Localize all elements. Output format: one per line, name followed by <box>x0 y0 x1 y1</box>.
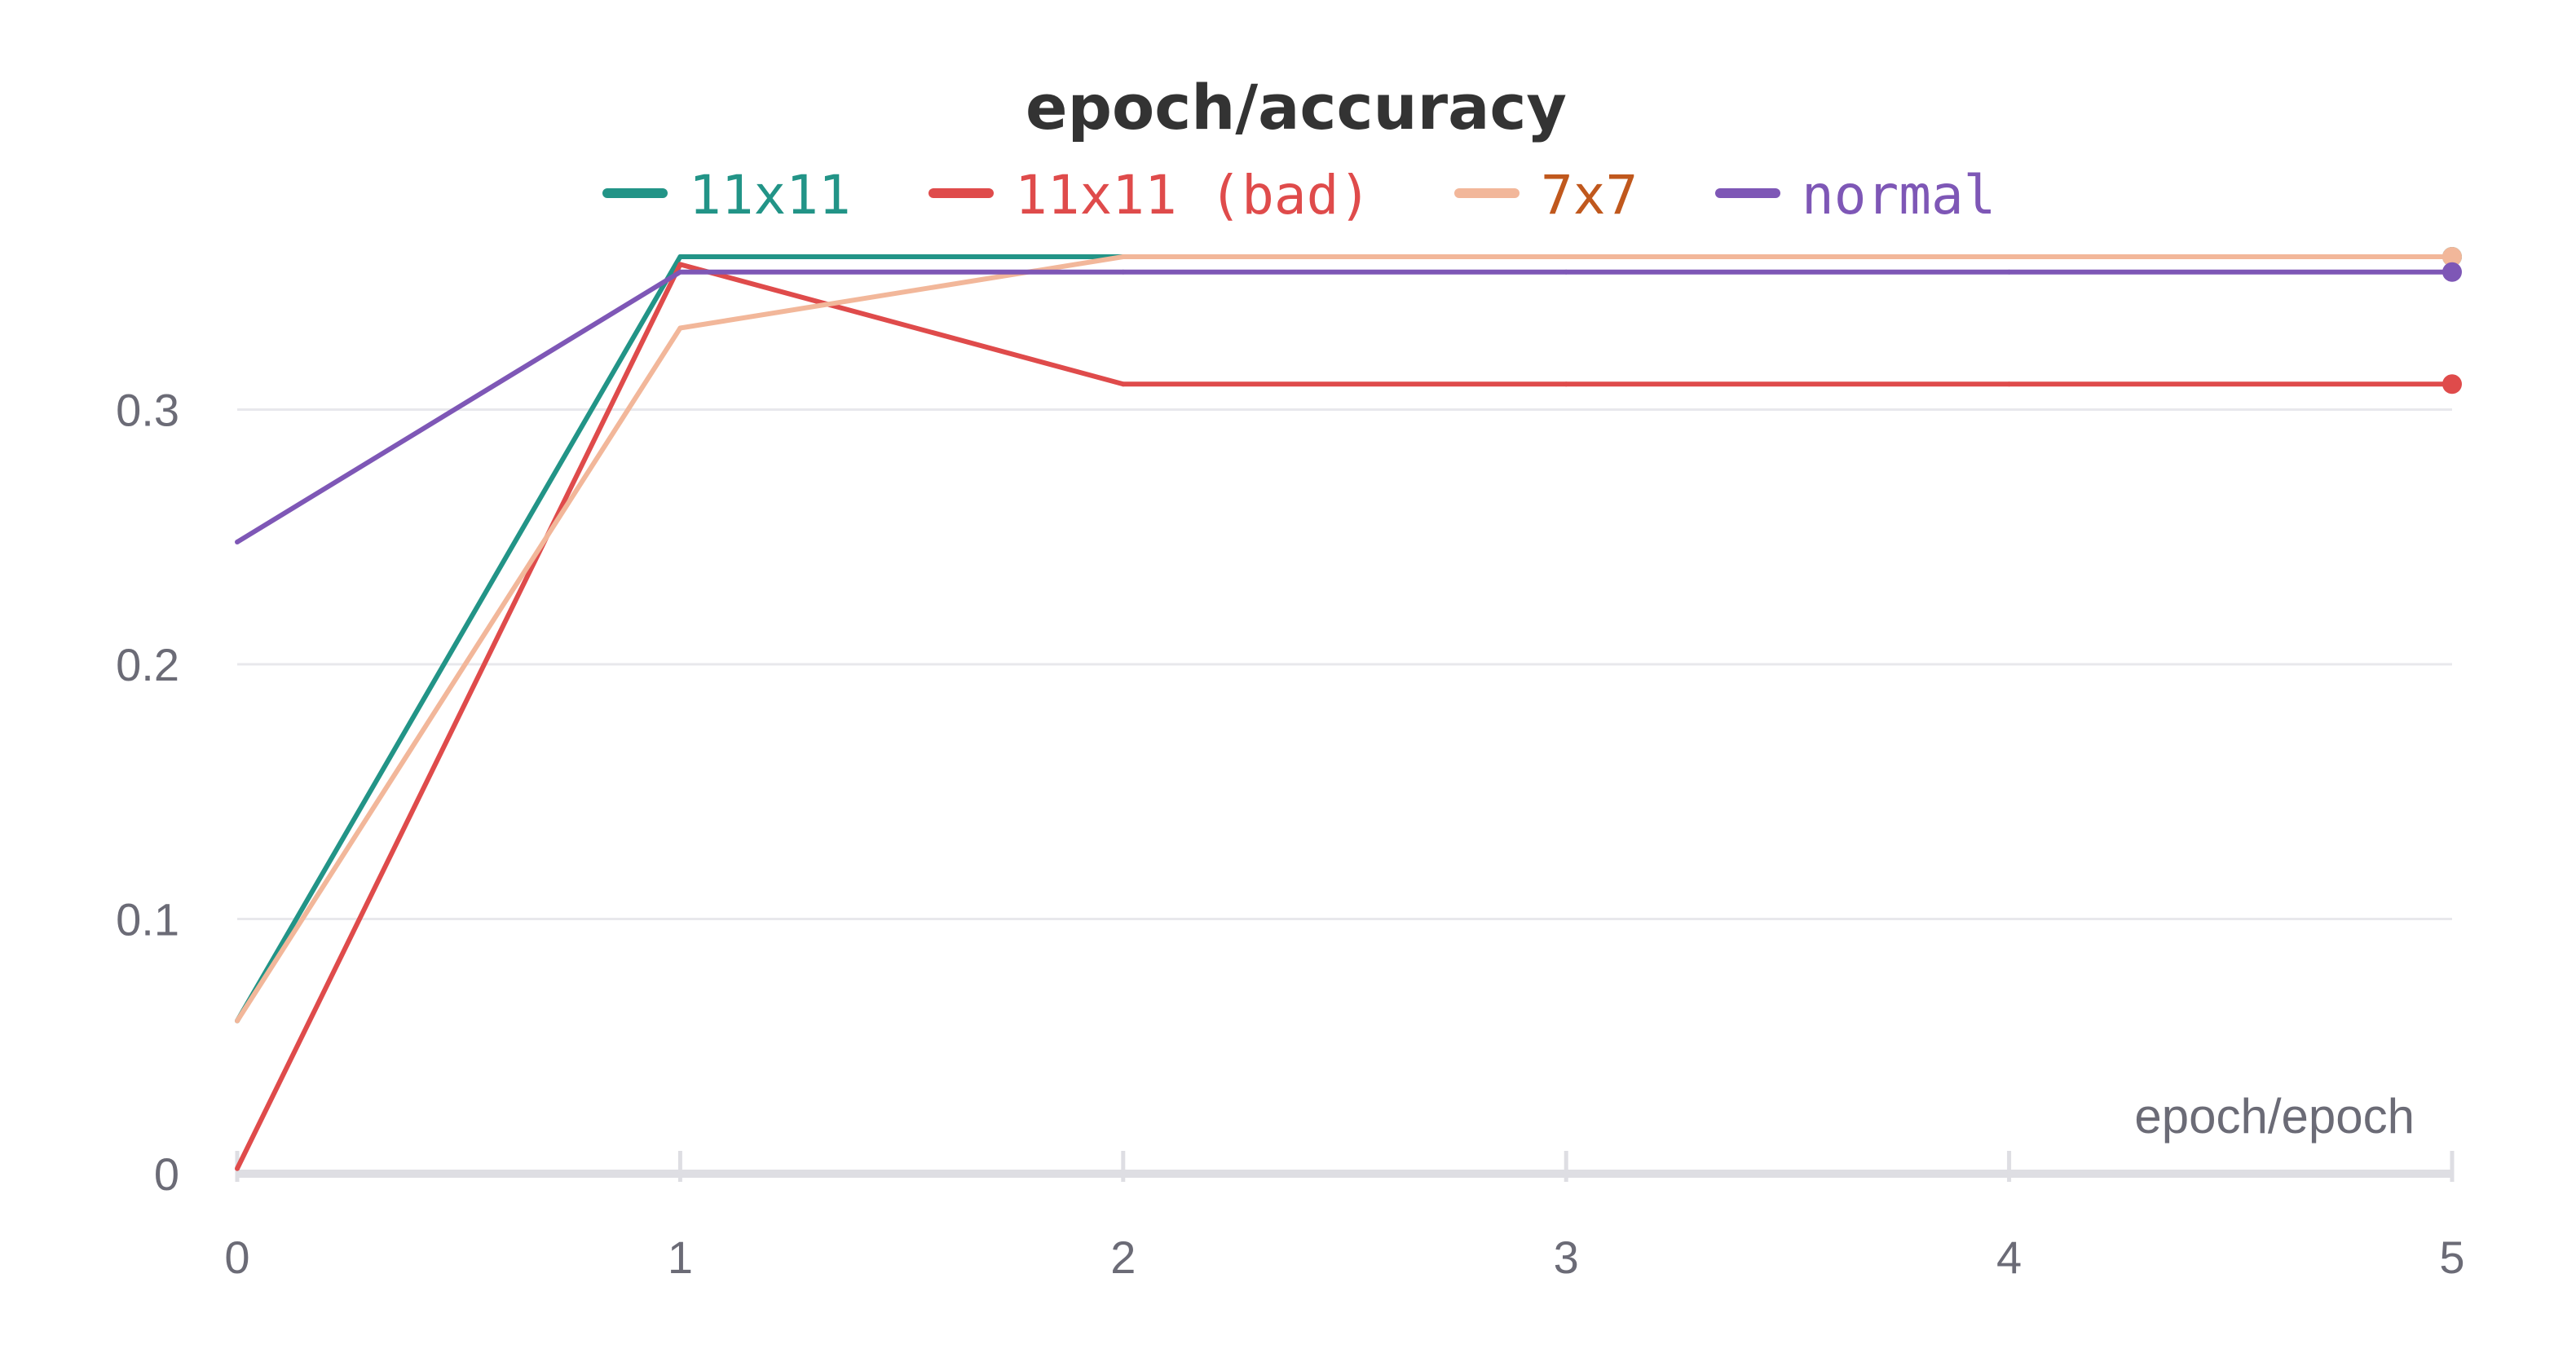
y-axis: 0 0.1 0.2 0.3 <box>116 385 179 1201</box>
x-tick-label: 3 <box>1554 1232 1579 1283</box>
legend-label: normal <box>1802 164 1996 227</box>
data-point <box>235 1018 240 1024</box>
legend-item: 11x11 <box>602 164 851 227</box>
chart-title: epoch/accuracy <box>1026 71 1567 143</box>
legend-item: normal <box>1715 164 1996 227</box>
x-tick-label: 1 <box>668 1232 693 1283</box>
data-point <box>2442 374 2462 394</box>
data-point <box>677 269 683 275</box>
y-tick-label: 0.3 <box>116 385 179 436</box>
y-tick-label: 0.1 <box>116 894 179 945</box>
data-point <box>1120 269 1126 275</box>
legend-label: 11x11 <box>689 164 851 227</box>
x-tick-label: 2 <box>1110 1232 1136 1283</box>
y-tick-label: 0 <box>154 1148 179 1200</box>
data-point <box>1120 254 1126 259</box>
data-point <box>2006 381 2012 387</box>
data-point <box>235 540 240 544</box>
data-point <box>677 325 683 331</box>
series-line <box>235 254 2452 1023</box>
data-point <box>2006 254 2012 259</box>
legend-item: 7x7 <box>1454 164 1638 227</box>
x-tick-label: 4 <box>1996 1232 2022 1283</box>
data-point <box>2442 247 2462 267</box>
series-lines <box>235 247 2462 1171</box>
data-point <box>677 262 683 267</box>
data-point <box>2006 269 2012 275</box>
data-point <box>1564 381 1569 387</box>
y-tick-label: 0.2 <box>116 639 179 690</box>
legend: 11x11 11x11 (bad) 7x7 normal <box>602 164 1996 227</box>
data-point <box>677 254 683 259</box>
x-axis: 0 1 2 3 4 5 <box>224 1151 2465 1283</box>
x-tick-label: 0 <box>224 1232 249 1283</box>
series-normal <box>235 262 2462 544</box>
series-7x7 <box>235 247 2462 1024</box>
series-11x11 <box>235 247 2462 1024</box>
series-line <box>236 269 2452 544</box>
data-point <box>1120 381 1126 387</box>
x-tick-label: 5 <box>2439 1232 2464 1283</box>
data-point <box>2442 262 2462 282</box>
legend-label: 7x7 <box>1541 164 1638 227</box>
data-point <box>1564 269 1569 275</box>
legend-label: 11x11 (bad) <box>1015 164 1371 227</box>
x-axis-title: epoch/epoch <box>2134 1089 2415 1144</box>
data-point <box>1564 254 1569 259</box>
series-11x11-bad- <box>235 262 2462 1171</box>
series-line <box>235 262 2452 1170</box>
legend-item: 11x11 (bad) <box>929 164 1371 227</box>
data-point <box>235 1166 240 1171</box>
series-line <box>235 254 2452 1023</box>
